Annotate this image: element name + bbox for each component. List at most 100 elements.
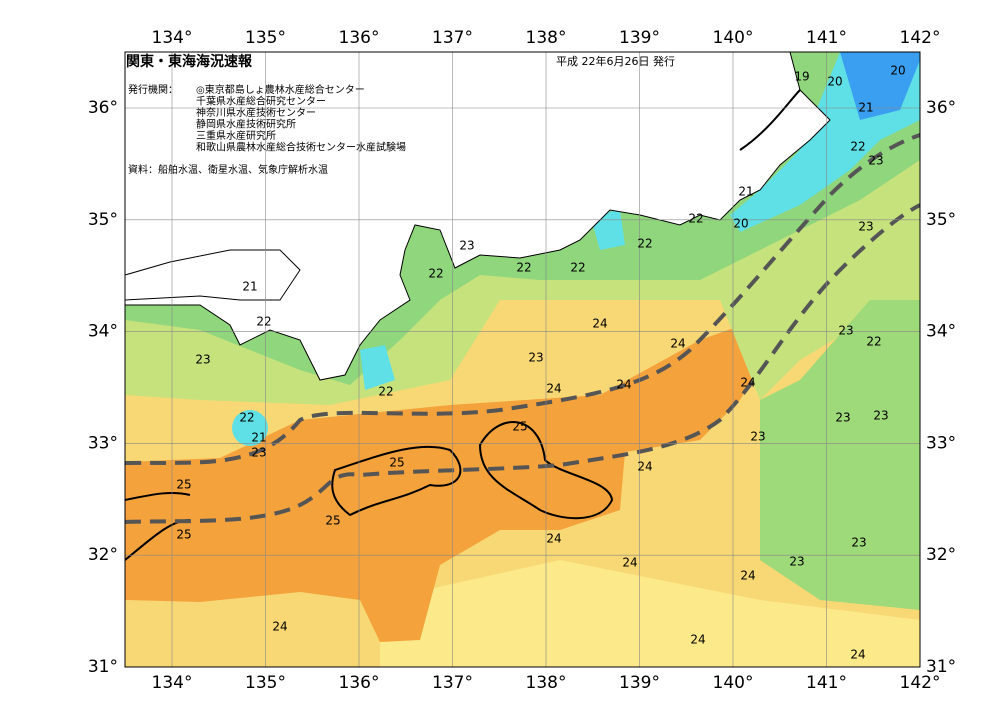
lon-label-bottom: 141° [806, 673, 847, 693]
issuer: 和歌山県農林水産総合技術センター水産試験場 [196, 141, 406, 154]
contour-label: 24 [740, 569, 755, 583]
contour-label: 25 [325, 514, 340, 528]
issuer: 千葉県水産総合研究センター [196, 95, 326, 108]
tick-labels: 134° 134° 135° 135° 136° 136° 137° 137° 138° 138°… [88, 28, 956, 693]
contour-label: 25 [176, 528, 191, 542]
contour-label: 24 [690, 633, 705, 647]
contour-label: 23 [873, 409, 888, 423]
lon-label-bottom: 135° [245, 673, 286, 693]
contour-label: 21 [858, 101, 873, 115]
lat-label-left: 33° [88, 433, 118, 453]
lon-label-top: 138° [526, 28, 567, 48]
data-source: 資料：船舶水温、衛星水温、気象庁解析水温 [128, 163, 328, 176]
issuer: 静岡県水産技術研究所 [196, 118, 296, 131]
contour-label: 22 [516, 261, 531, 275]
contour-label: 22 [239, 411, 254, 425]
cold-eddy [232, 410, 268, 446]
lon-label-top: 136° [339, 28, 380, 48]
contour-line [739, 89, 801, 151]
contour-label: 25 [389, 456, 404, 470]
lat-label-left: 32° [88, 545, 118, 565]
map-title: 関東・東海海況速報 [126, 53, 253, 70]
contour-label: 22 [866, 335, 881, 349]
contour-line [331, 445, 462, 517]
lon-label-bottom: 134° [152, 673, 193, 693]
contour-label: 23 [851, 536, 866, 550]
contour-label: 23 [528, 351, 543, 365]
issuer-list: ◎東京都島しょ農林水産総合センター千葉県水産総合研究センター神奈川県水産技術セン… [196, 83, 406, 154]
contour-label: 23 [868, 154, 883, 168]
issuer-label: 発行機関： [128, 83, 178, 96]
lat-label-right: 35° [926, 210, 956, 230]
lon-label-bottom: 136° [339, 673, 380, 693]
contour-label: 22 [637, 237, 652, 251]
lat-label-left: 35° [88, 210, 118, 230]
contour-label: 23 [251, 446, 266, 460]
lat-label-right: 33° [926, 433, 956, 453]
sea-light [380, 560, 920, 667]
issue-date: 平成 22年6月26日 発行 [556, 54, 675, 68]
lat-label-right: 32° [926, 545, 956, 565]
contour-label: 25 [176, 478, 191, 492]
lat-label-left: 34° [88, 322, 118, 342]
contour-label: 24 [850, 648, 865, 662]
lon-label-top: 139° [619, 28, 660, 48]
contour-label: 23 [750, 430, 765, 444]
contour-label: 24 [740, 376, 755, 390]
land-honshu [125, 52, 831, 381]
sea-orange [125, 315, 775, 642]
contour-label: 22 [688, 212, 703, 226]
kuroshio-axis [125, 133, 920, 524]
contour-label: 22 [850, 140, 865, 154]
lat-label-left: 36° [88, 98, 118, 118]
lon-label-top: 140° [713, 28, 754, 48]
contour-label: 24 [637, 460, 652, 474]
contour-label: 23 [789, 555, 804, 569]
lon-label-top: 137° [432, 28, 473, 48]
lat-label-left: 31° [88, 657, 118, 677]
contour-label: 23 [858, 220, 873, 234]
graticule [125, 52, 920, 667]
contour-label: 22 [570, 261, 585, 275]
lat-label-right: 31° [926, 657, 956, 677]
lon-label-top: 141° [806, 28, 847, 48]
contour-label: 23 [835, 411, 850, 425]
contour-label: 21 [738, 185, 753, 199]
contour-line [478, 421, 614, 520]
contour-label: 22 [378, 385, 393, 399]
contour-label: 23 [195, 353, 210, 367]
map-frame [124, 51, 921, 668]
lon-label-bottom: 139° [619, 673, 660, 693]
lat-label-right: 36° [926, 98, 956, 118]
lat-label-right: 34° [926, 322, 956, 342]
contour-label: 24 [592, 317, 607, 331]
issuer: 神奈川県水産技術センター [196, 106, 316, 119]
contour-label: 22 [256, 315, 271, 329]
issuer: 三重県水産研究所 [196, 129, 276, 142]
sea-blue [790, 52, 920, 120]
issuer: ◎東京都島しょ農林水産総合センター [196, 83, 365, 96]
land-shikoku [125, 249, 301, 301]
sea-cyan-ise [360, 345, 395, 390]
contour-label: 21 [251, 431, 266, 445]
lon-label-bottom: 137° [432, 673, 473, 693]
contour-label: 24 [272, 620, 287, 634]
contour-label: 24 [622, 556, 637, 570]
contour-label: 20 [890, 64, 905, 78]
contour-label: 24 [670, 337, 685, 351]
contour-label: 24 [616, 378, 631, 392]
contour-label: 24 [546, 532, 561, 546]
sea-green-east [760, 300, 920, 610]
lon-label-top: 135° [245, 28, 286, 48]
lon-label-top: 134° [152, 28, 193, 48]
contour-label: 21 [242, 280, 257, 294]
contour-label: 23 [838, 324, 853, 338]
contour-label: 23 [459, 239, 474, 253]
lon-label-bottom: 138° [526, 673, 567, 693]
lon-label-top: 142° [900, 28, 941, 48]
contour-line [125, 491, 191, 501]
contour-label: 24 [546, 382, 561, 396]
